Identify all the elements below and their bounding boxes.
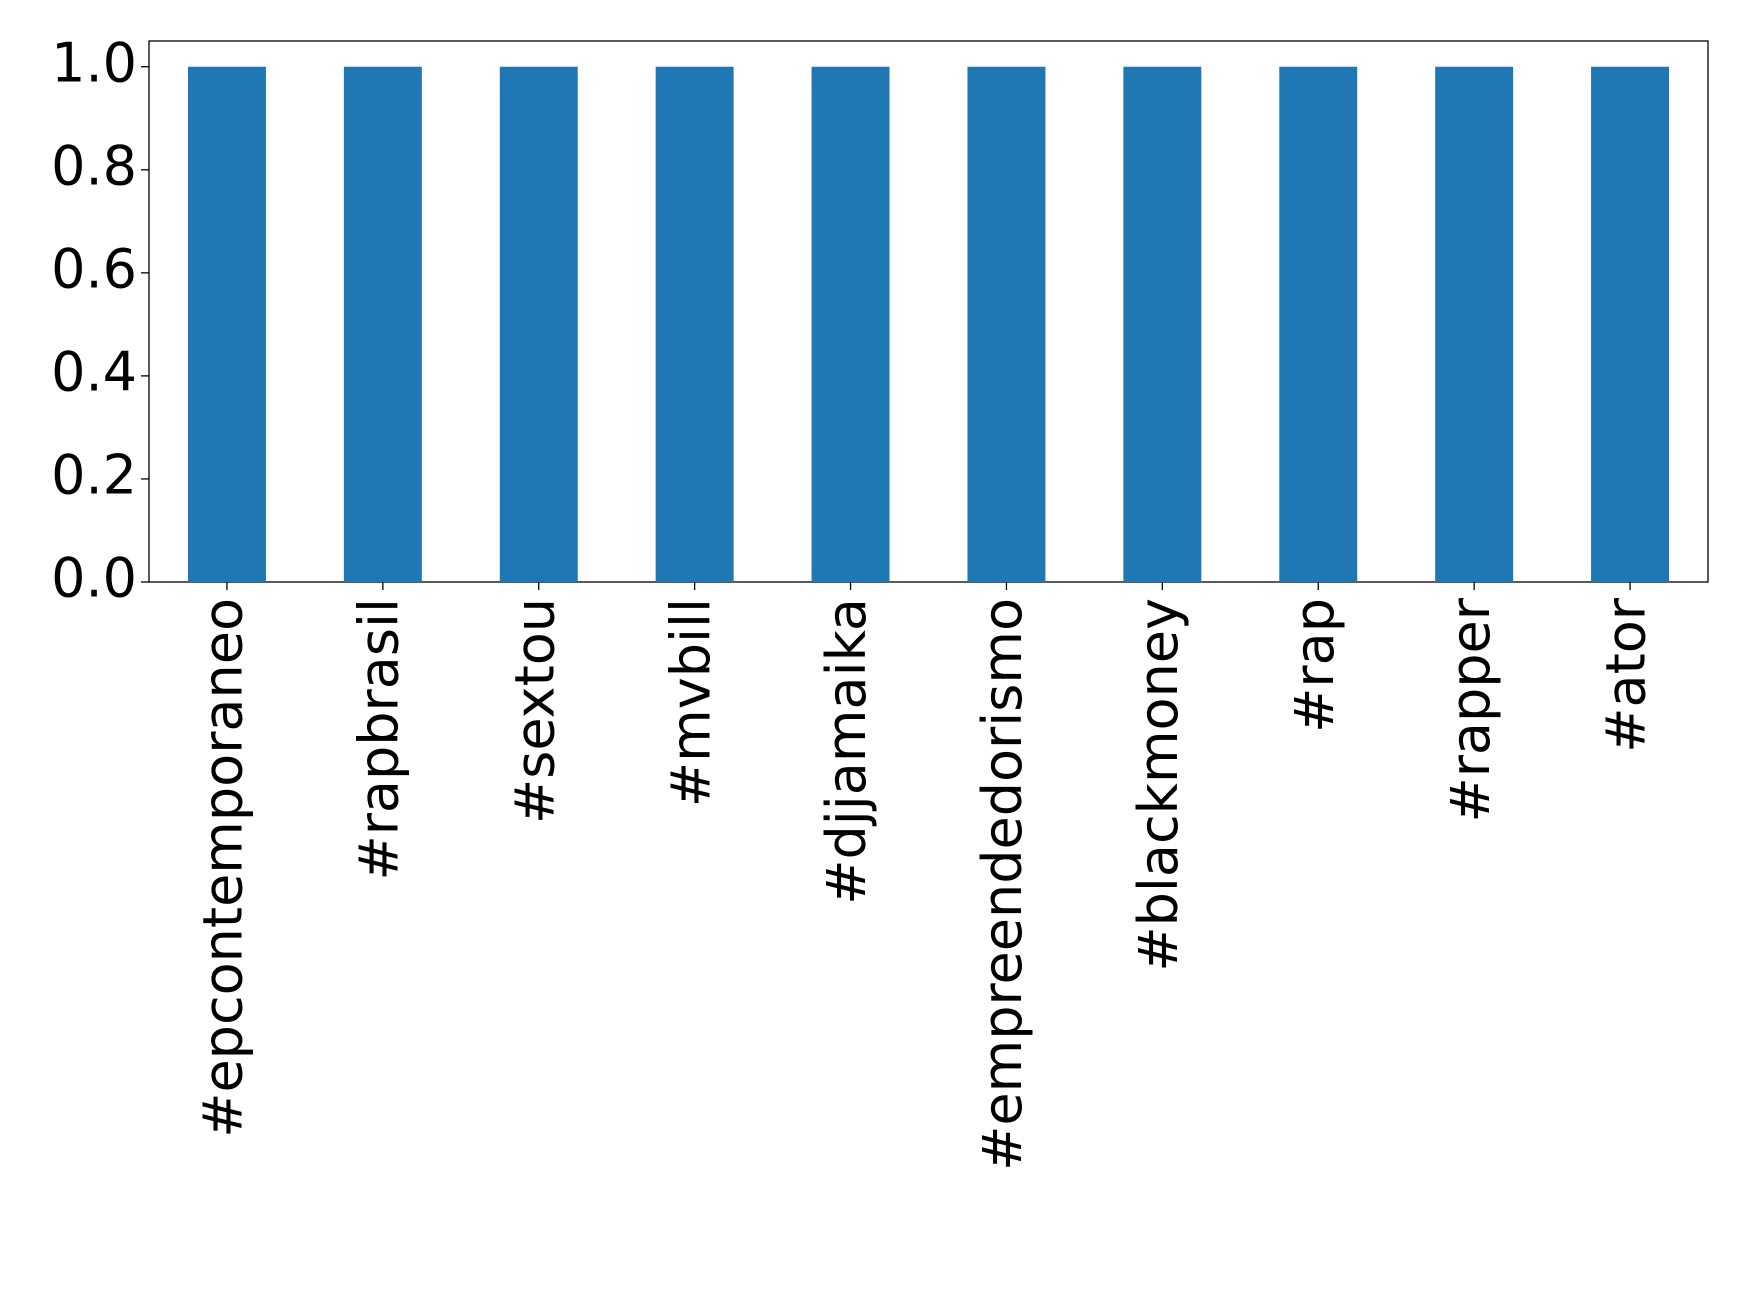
- bar: [343, 66, 422, 582]
- y-tick-label: 0.6: [51, 237, 137, 300]
- x-tick-label: #djjamaika: [815, 598, 878, 905]
- y-tick-label: 0.8: [51, 134, 137, 197]
- x-tick-label: #rap: [1283, 598, 1346, 733]
- x-tick-label: #rapper: [1439, 597, 1502, 822]
- x-tick-label: #epcontemporaneo: [192, 598, 255, 1138]
- bar: [499, 66, 578, 582]
- x-tick-label: #blackmoney: [1127, 598, 1190, 972]
- bar: [1435, 66, 1514, 582]
- bar: [655, 66, 734, 582]
- bar: [967, 66, 1046, 582]
- y-tick-label: 0.2: [51, 444, 137, 507]
- bar: [1591, 66, 1670, 582]
- bar: [187, 66, 266, 582]
- y-tick-label: 0.4: [51, 341, 137, 404]
- bar: [811, 66, 890, 582]
- bar: [1279, 66, 1358, 582]
- x-tick-label: #sextou: [503, 598, 566, 824]
- x-tick-label: #mvbill: [659, 598, 722, 807]
- x-tick-label: #empreendedorismo: [971, 598, 1034, 1171]
- x-tick-label: #rapbrasil: [347, 598, 410, 881]
- y-tick-label: 0.0: [51, 547, 137, 610]
- y-tick-label: 1.0: [51, 31, 137, 94]
- bar: [1123, 66, 1202, 582]
- x-tick-label: #ator: [1595, 597, 1658, 753]
- plot-frame: [148, 40, 1709, 583]
